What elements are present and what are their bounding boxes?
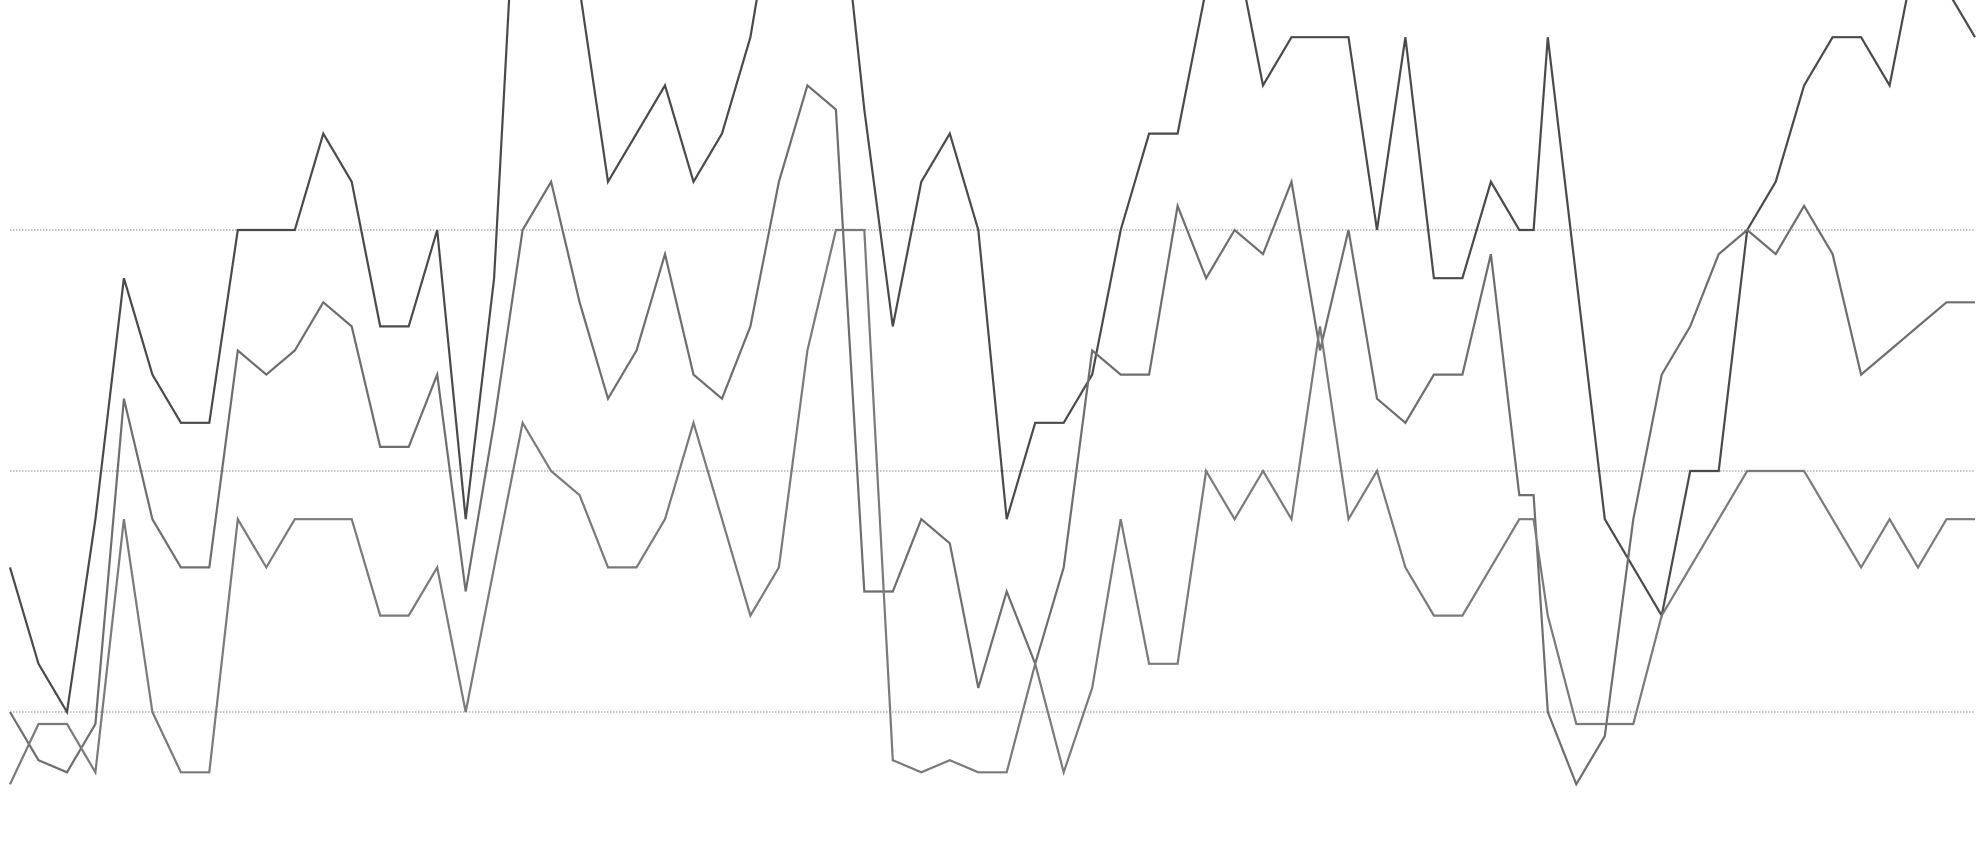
series-lines xyxy=(8,0,1976,787)
series-line-1 xyxy=(8,0,1976,716)
gridlines xyxy=(10,229,1975,713)
series-line-3 xyxy=(9,228,1975,785)
series-line-2 xyxy=(9,83,1975,787)
